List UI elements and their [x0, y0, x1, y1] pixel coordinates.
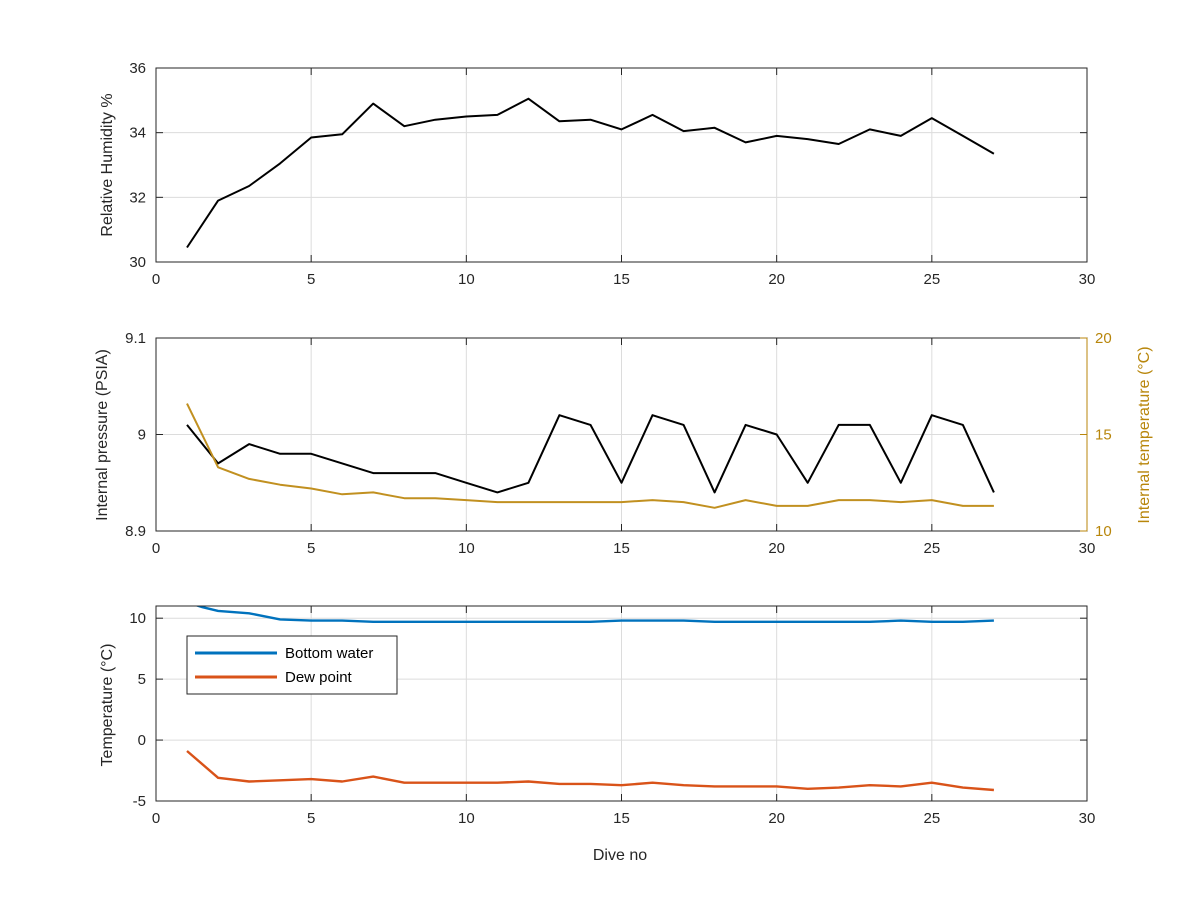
- x-tick-label: 20: [768, 271, 785, 288]
- series-group: [186, 403, 995, 509]
- temperature-panel: Temperature (°C) Dive no 0 5 10 15 20 25 30 -5 0…: [99, 605, 1096, 864]
- series-line-0: [186, 414, 995, 494]
- x-tick-label: 30: [1079, 271, 1096, 288]
- x-tick-label: 5: [307, 810, 315, 827]
- x-tick-label: 20: [768, 810, 785, 827]
- humidity-y-label: Relative Humidity %: [99, 93, 116, 236]
- x-tick-label: 5: [307, 271, 315, 288]
- pressure-y-label: Internal pressure (PSIA): [94, 349, 111, 521]
- y-tick-label: 36: [129, 60, 146, 77]
- x-tick-label: 15: [613, 271, 630, 288]
- y-tick-label: 30: [129, 254, 146, 271]
- x-tick-label: 10: [458, 271, 475, 288]
- humidity-panel: Relative Humidity % 0 5 10 15 20 25 30 30 32 34 36: [99, 60, 1095, 288]
- series-group: [186, 606, 994, 792]
- x-tick-label: 5: [307, 540, 315, 557]
- y-tick-label: 34: [129, 125, 146, 142]
- pressure-temperature-panel: Internal pressure (PSIA) Internal temper…: [94, 330, 1153, 557]
- x-tick-label: 10: [458, 540, 475, 557]
- grid: [155, 606, 1088, 802]
- y-tick-label: 9.1: [125, 330, 146, 347]
- y2-tick-label: 15: [1095, 427, 1112, 444]
- y-tick-label: 8.9: [125, 523, 146, 540]
- x-tick-label: 15: [613, 540, 630, 557]
- legend: Bottom water Dew point: [186, 635, 398, 695]
- y-tick-label: 0: [138, 732, 146, 749]
- x-tick-label: 15: [613, 810, 630, 827]
- x-tick-label: 25: [923, 271, 940, 288]
- x-tick-label: 20: [768, 540, 785, 557]
- x-tick-label: 25: [923, 810, 940, 827]
- series-line-1: [186, 403, 994, 509]
- series-group: [186, 97, 995, 249]
- x-tick-label: 30: [1079, 810, 1096, 827]
- x-tick-label: 0: [152, 810, 160, 827]
- y2-tick-label: 10: [1095, 523, 1112, 540]
- y-tick-label: 10: [129, 610, 146, 627]
- x-tick-label: 25: [923, 540, 940, 557]
- legend-label-0: Bottom water: [285, 645, 373, 662]
- x-axis-label: Dive no: [593, 847, 647, 864]
- y-tick-label: -5: [133, 793, 146, 810]
- x-tick-label: 0: [152, 271, 160, 288]
- x-tick-label: 30: [1079, 540, 1096, 557]
- internal-temperature-y-label: Internal temperature (°C): [1136, 346, 1153, 523]
- x-tick-label: 10: [458, 810, 475, 827]
- legend-box: [186, 635, 398, 695]
- y-tick-label: 32: [129, 189, 146, 206]
- series-line-1: [186, 750, 994, 792]
- legend-label-1: Dew point: [285, 669, 353, 686]
- y-tick-label: 9: [138, 427, 146, 444]
- y-tick-label: 5: [138, 671, 146, 688]
- x-tick-label: 0: [152, 540, 160, 557]
- series-line-0: [186, 97, 995, 249]
- y2-tick-label: 20: [1095, 330, 1112, 347]
- series-line-0: [194, 606, 994, 623]
- grid: [155, 67, 1088, 263]
- temperature-y-label: Temperature (°C): [99, 644, 116, 767]
